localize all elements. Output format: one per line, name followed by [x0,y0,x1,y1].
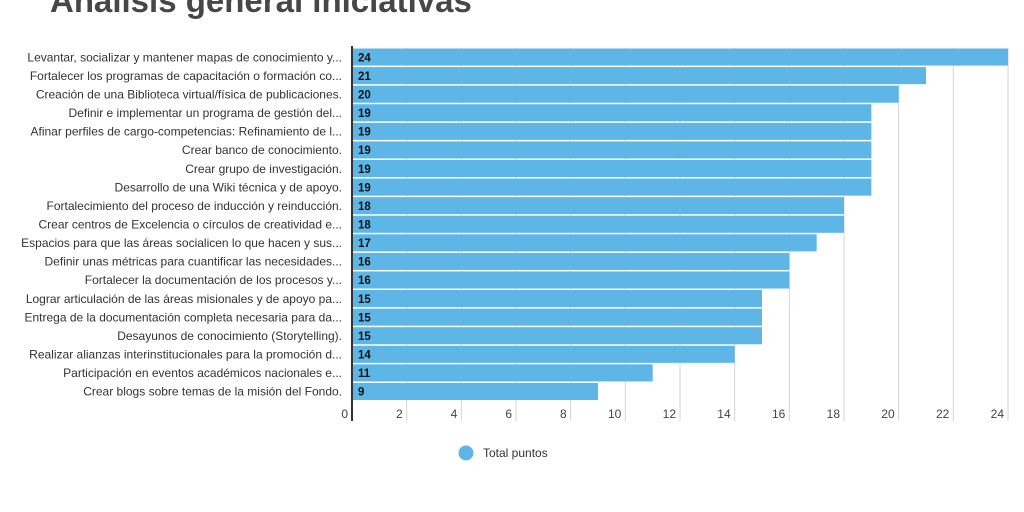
category-label: Afinar perfiles de cargo-competencias: R… [31,125,343,139]
x-tick-label: 6 [505,407,512,421]
bar [352,141,872,159]
x-tick-label: 14 [717,407,731,421]
category-label: Definir unas métricas para cuantificar l… [45,255,342,269]
bar [352,197,844,215]
bar [352,159,872,178]
data-label: 24 [358,52,371,64]
data-label: 15 [358,312,371,324]
category-label: Levantar, socializar y mantener mapas de… [27,50,342,64]
x-tick-label: 22 [936,407,950,421]
category-label: Espacios para que las áreas socialicen l… [21,236,342,250]
data-label: 16 [358,275,371,287]
x-tick-label: 8 [560,407,567,421]
data-label: 17 [358,238,371,250]
bar [352,234,817,252]
x-tick-label: 0 [341,407,348,421]
data-label: 18 [358,201,371,213]
x-tick-label: 16 [772,407,786,421]
data-label: 15 [358,294,371,306]
bar [352,327,762,345]
category-label: Crear grupo de investigación. [185,162,342,176]
x-tick-label: 20 [881,407,895,421]
x-tick-label: 10 [608,407,622,421]
bar [352,345,735,363]
bar [352,308,762,326]
bar [352,252,790,270]
legend-label: Total puntos [483,446,548,460]
x-tick-label: 2 [396,407,403,421]
bar [352,215,844,233]
data-label: 9 [358,387,364,399]
bar [352,48,1008,66]
bar [352,178,872,196]
data-label: 11 [358,368,371,380]
data-label: 19 [358,145,371,157]
category-label: Crear centros de Excelencia o círculos d… [39,218,342,232]
category-label: Definir e implementar un programa de ges… [69,106,342,120]
data-label: 15 [358,331,371,343]
x-tick-label: 12 [663,407,677,421]
data-label: 16 [358,257,371,269]
data-label: 18 [358,220,371,232]
category-label: Fortalecimiento del proceso de inducción… [47,199,343,213]
data-label: 21 [358,71,371,83]
category-label: Participación en eventos académicos naci… [63,366,342,380]
category-label: Lograr articulación de las áreas misiona… [26,292,342,306]
category-label: Fortalecer la documentación de los proce… [85,273,342,287]
data-label: 19 [358,182,371,194]
x-tick-label: 18 [827,407,841,421]
data-label: 19 [358,164,371,176]
x-tick-label: 4 [451,407,458,421]
category-label: Desayunos de conocimiento (Storytelling)… [117,329,342,343]
data-label: 20 [358,89,371,101]
data-label: 19 [358,127,371,139]
bar [352,104,872,122]
category-label: Desarrollo de una Wiki técnica y de apoy… [115,180,342,194]
bar [352,67,926,85]
bar [352,290,762,308]
category-label: Entrega de la documentación completa nec… [24,310,342,324]
bar [352,382,598,400]
category-label: Realizar alianzas interinstitucionales p… [29,348,342,362]
category-label: Crear banco de conocimiento. [182,143,342,157]
bar [352,85,899,103]
bar [352,122,872,140]
category-label: Fortalecer los programas de capacitación… [30,69,342,83]
x-tick-label: 24 [991,407,1005,421]
legend-marker-icon [458,445,474,461]
bar [352,271,790,289]
category-label: Crear blogs sobre temas de la misión del… [83,385,342,399]
chart-title: Análisis general iniciativas [50,0,472,19]
category-label: Creación de una Biblioteca virtual/físic… [36,87,342,101]
data-label: 14 [358,350,371,362]
bar [352,364,653,382]
data-label: 19 [358,108,371,120]
